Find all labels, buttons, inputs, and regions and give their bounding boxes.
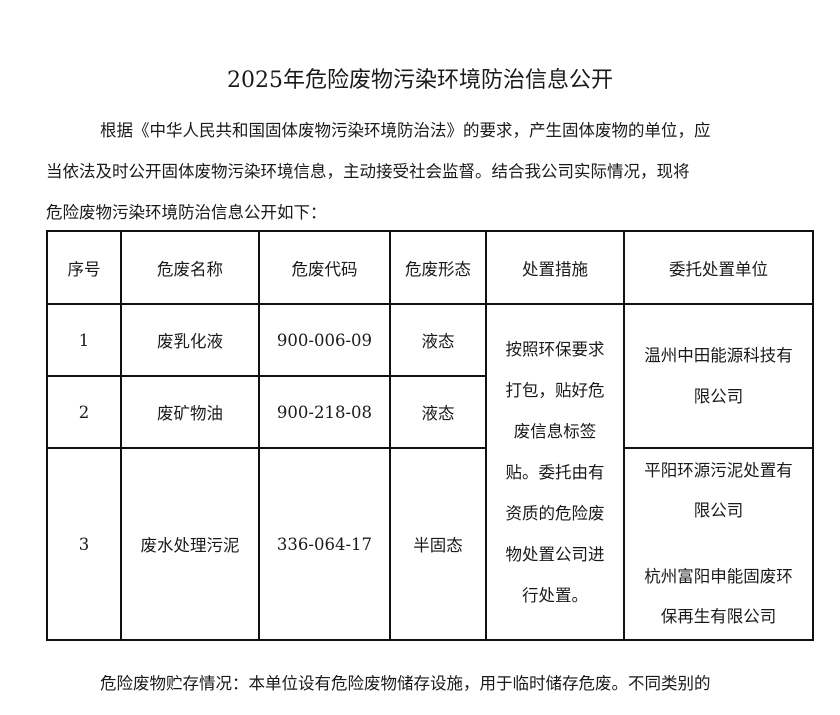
- header-cell: 委托处置单位: [623, 230, 814, 305]
- waste-form: 液态: [389, 303, 487, 377]
- row-number: 3: [46, 447, 122, 641]
- header-cell: 危废形态: [389, 230, 487, 305]
- table-row: 2 废矿物油 900-218-08 液态: [46, 375, 813, 449]
- measure-line: 行处置。: [522, 585, 588, 605]
- unit-line: 限公司: [693, 501, 744, 520]
- intro-line: 当依法及时公开固体废物污染环境信息，主动接受社会监督。结合我公司实际情况，现将: [46, 162, 690, 181]
- intro-paragraph: 根据《中华人民共和国固体废物污染环境防治法》的要求，产生固体废物的单位，应 当依…: [46, 110, 816, 233]
- row-number: 2: [46, 375, 122, 449]
- unit-line: 温州中田能源科技有: [644, 346, 793, 365]
- table-row: 3 废水处理污泥 336-064-17 半固态 平阳环源污泥处置有 限公司 杭州…: [46, 447, 814, 641]
- unit-line: 平阳环源污泥处置有: [644, 461, 793, 480]
- storage-paragraph: 危险废物贮存情况：本单位设有危险废物储存设施，用于临时储存危废。不同类别的: [100, 674, 711, 693]
- header-cell: 危废名称: [120, 230, 260, 305]
- waste-form: 液态: [389, 375, 487, 449]
- intro-line: 危险废物污染环境防治信息公开如下：: [46, 203, 327, 222]
- page-title: 2025年危险废物污染环境防治信息公开: [227, 68, 613, 93]
- waste-code: 336-064-17: [258, 447, 391, 641]
- disposal-unit: 平阳环源污泥处置有 限公司 杭州富阳申能固废环 保再生有限公司: [623, 447, 814, 641]
- waste-name: 废矿物油: [120, 375, 260, 449]
- unit-line: 限公司: [693, 387, 744, 406]
- waste-name: 废水处理污泥: [120, 447, 260, 641]
- row-number: 1: [46, 303, 122, 377]
- waste-code: 900-006-09: [258, 303, 391, 377]
- unit-line: 保再生有限公司: [660, 607, 777, 626]
- measure-line: 按照环保要求: [505, 339, 605, 359]
- measure-line: 打包，贴好危: [505, 380, 605, 400]
- table-row: 1 废乳化液 900-006-09 液态 按照环保要求 打包，贴好危 废信息标签…: [46, 303, 814, 641]
- measure-line: 资质的危险废: [505, 503, 605, 523]
- measure-line: 贴。委托由有: [505, 462, 605, 482]
- waste-form: 半固态: [389, 447, 487, 641]
- disposal-measure: 按照环保要求 打包，贴好危 废信息标签 贴。委托由有 资质的危险废 物处置公司进…: [485, 303, 625, 641]
- disposal-unit: 温州中田能源科技有 限公司: [623, 303, 814, 449]
- header-cell: 处置措施: [485, 230, 625, 305]
- measure-line: 物处置公司进: [505, 544, 605, 564]
- hazardous-waste-table: 序号 危废名称 危废代码 危废形态 处置措施 委托处置单位 1 废乳化液 900…: [46, 230, 814, 641]
- waste-name: 废乳化液: [120, 303, 260, 377]
- header-cell: 危废代码: [258, 230, 391, 305]
- header-cell: 序号: [46, 230, 122, 305]
- intro-line: 根据《中华人民共和国固体废物污染环境防治法》的要求，产生固体废物的单位，应: [100, 121, 711, 140]
- waste-code: 900-218-08: [258, 375, 391, 449]
- unit-line: 杭州富阳申能固废环: [644, 567, 793, 586]
- measure-line: 废信息标签: [513, 421, 597, 441]
- table-header-row: 序号 危废名称 危废代码 危废形态 处置措施 委托处置单位: [46, 230, 814, 305]
